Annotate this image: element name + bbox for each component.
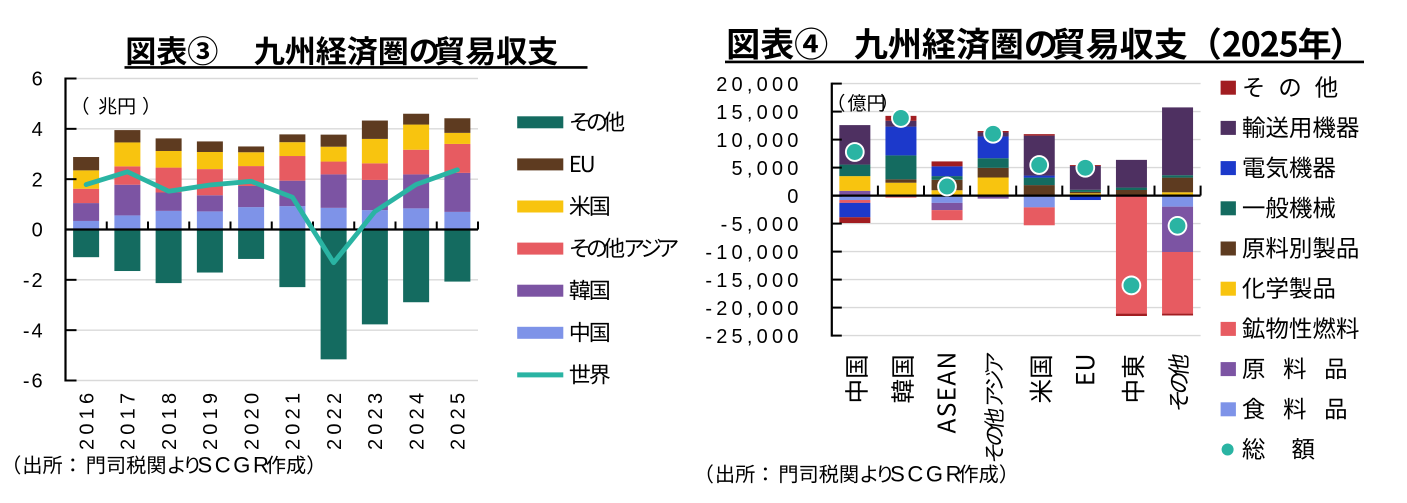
svg-text:2023: 2023 (365, 389, 387, 450)
svg-text:-2: -2 (23, 270, 45, 292)
svg-text:4: 4 (32, 119, 45, 141)
svg-text:2020: 2020 (241, 389, 263, 450)
svg-text:2018: 2018 (159, 389, 181, 450)
svg-text:6: 6 (32, 69, 45, 91)
svg-text:2017: 2017 (118, 389, 140, 450)
svg-text:SCGR: SCGR (198, 453, 272, 478)
svg-text:0: 0 (32, 220, 45, 242)
svg-text:2019: 2019 (200, 389, 222, 450)
svg-text:-5,000: -5,000 (721, 214, 803, 236)
svg-text:5,000: 5,000 (732, 158, 803, 180)
svg-text:15,000: 15,000 (716, 102, 802, 124)
svg-text:10,000: 10,000 (716, 130, 802, 152)
svg-text:-15,000: -15,000 (705, 270, 802, 292)
svg-text:-10,000: -10,000 (705, 242, 802, 264)
svg-text:20,000: 20,000 (716, 74, 802, 96)
svg-text:-20,000: -20,000 (705, 298, 802, 320)
svg-text:2016: 2016 (76, 389, 98, 450)
svg-text:2021: 2021 (283, 389, 305, 450)
svg-text:-25,000: -25,000 (705, 326, 802, 348)
svg-text:2024: 2024 (406, 389, 428, 450)
svg-text:2022: 2022 (324, 389, 346, 450)
svg-text:2: 2 (32, 169, 45, 191)
svg-text:-4: -4 (23, 320, 45, 342)
svg-text:SCGR: SCGR (890, 462, 964, 487)
svg-text:0: 0 (787, 186, 802, 208)
svg-text:2025: 2025 (448, 389, 470, 450)
svg-text:-6: -6 (23, 371, 45, 393)
